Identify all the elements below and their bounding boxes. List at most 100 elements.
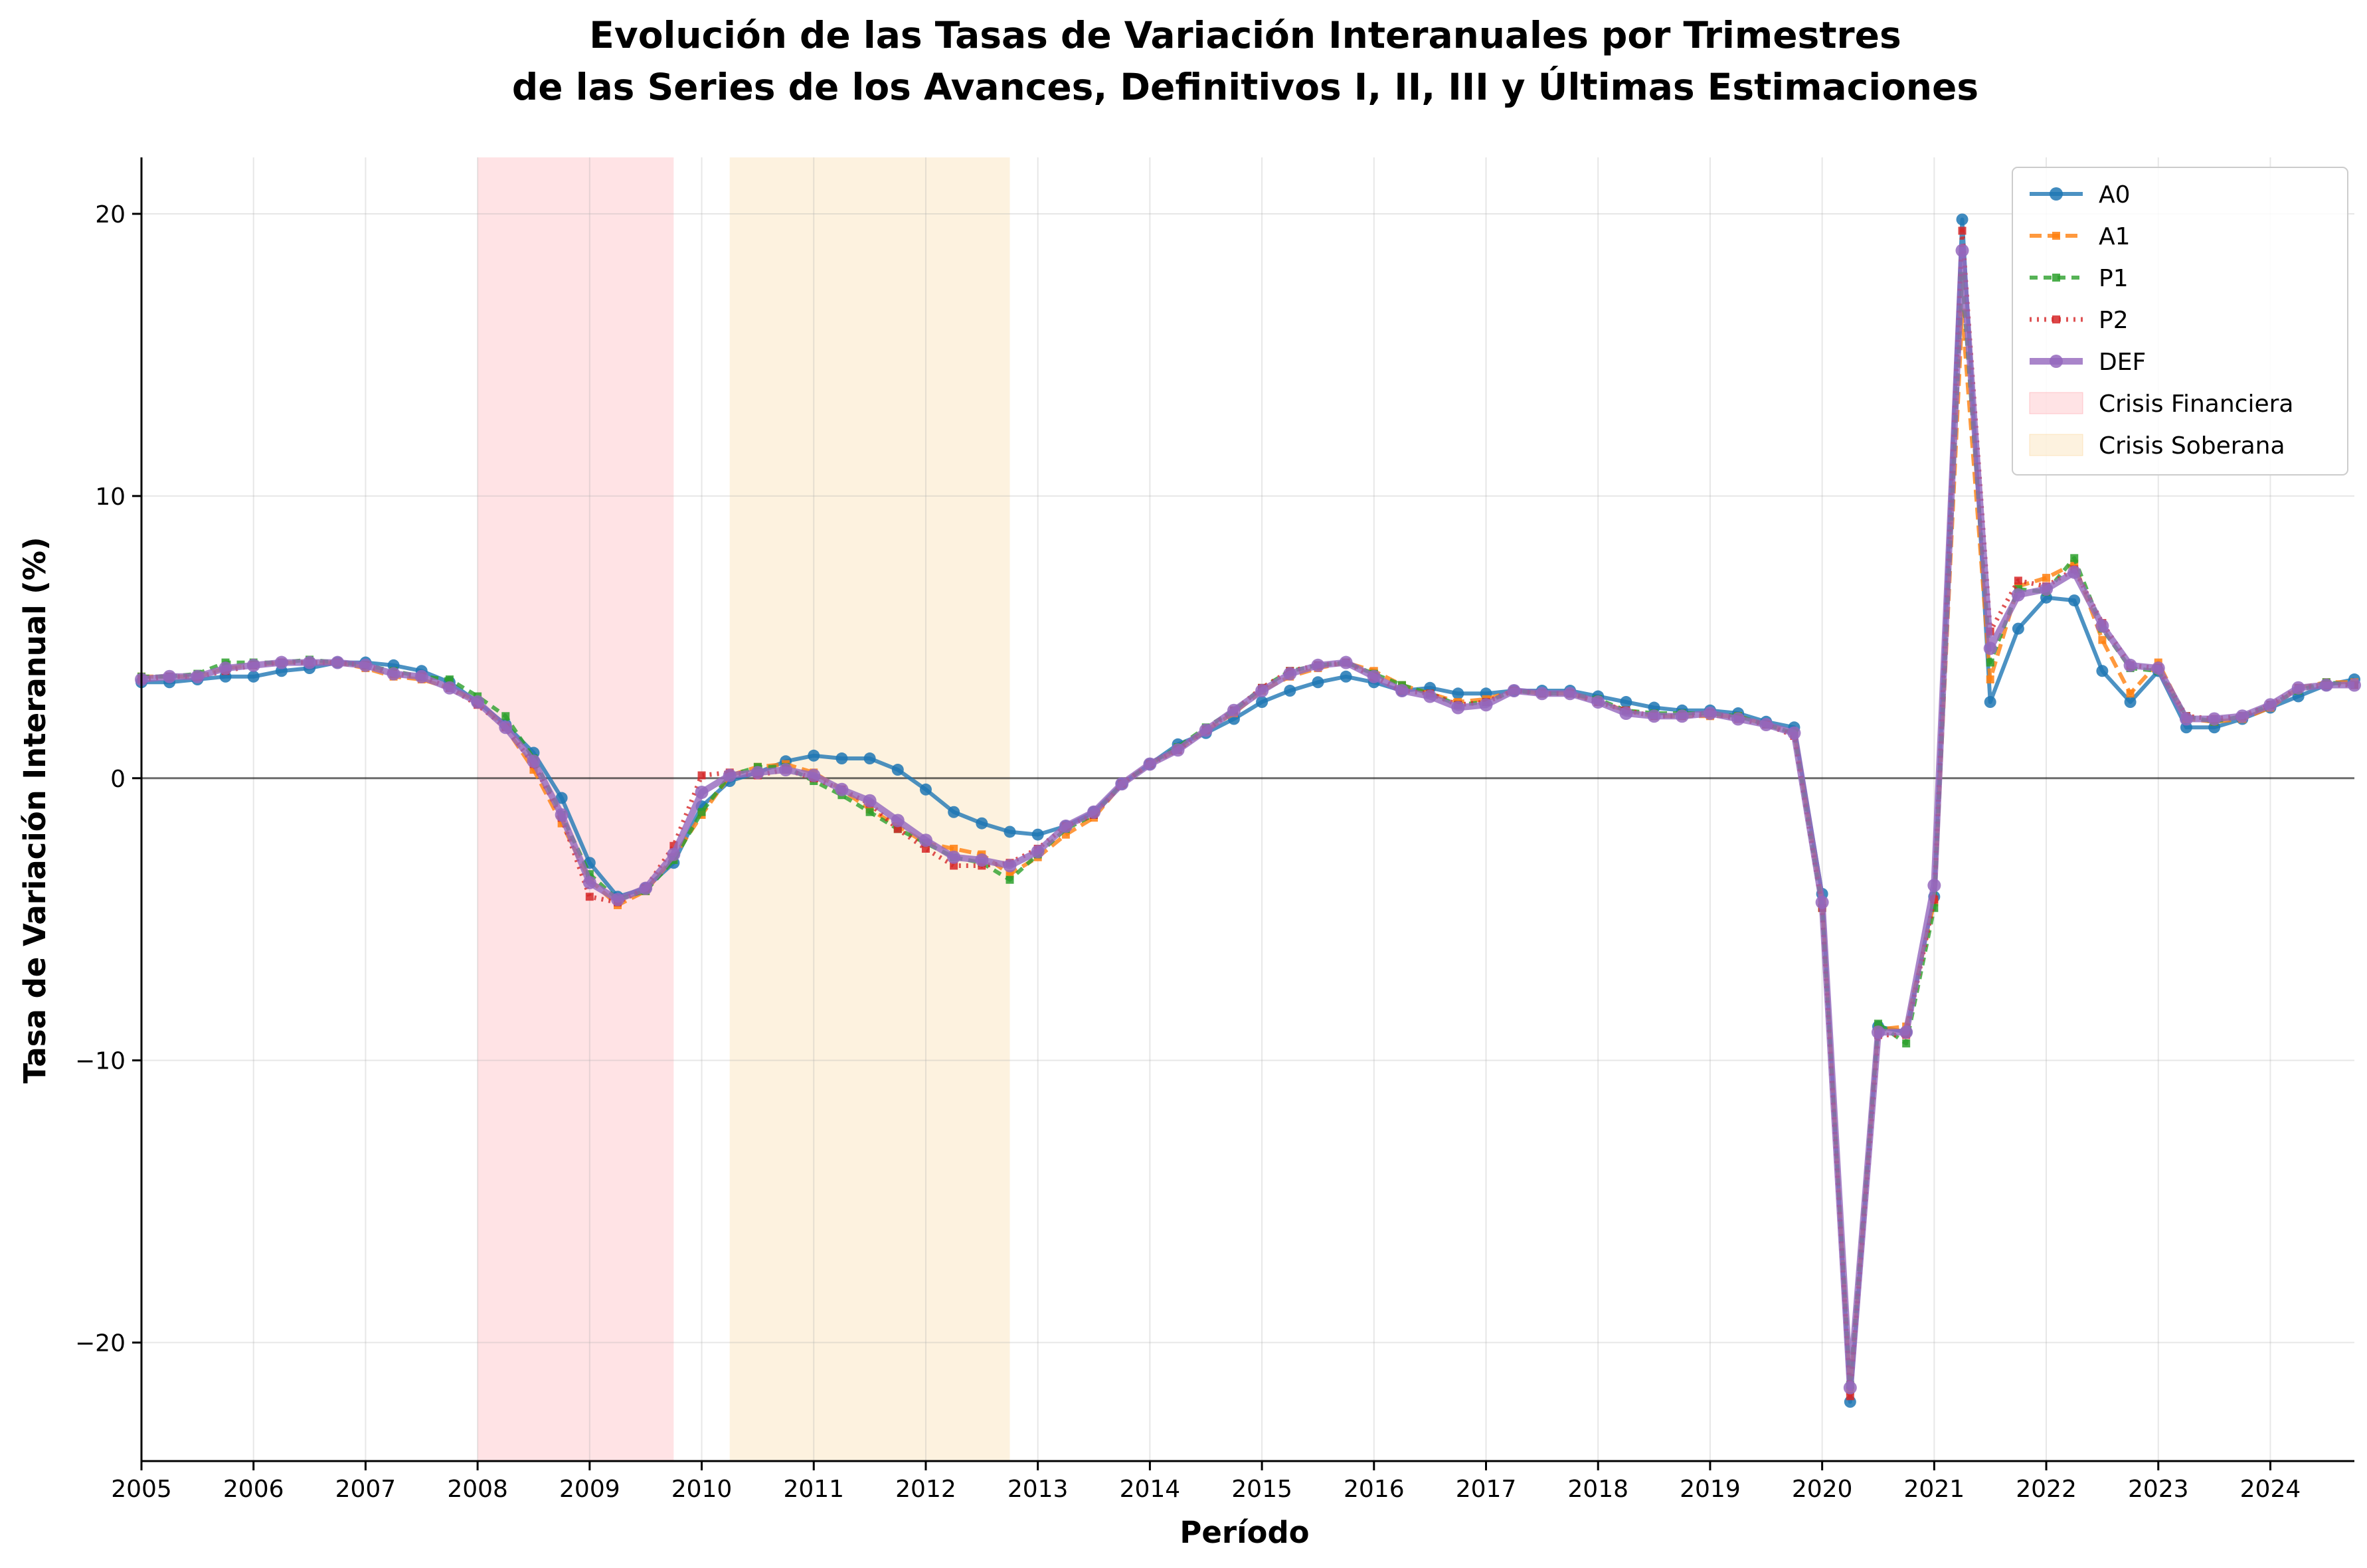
legend-label-DEF: DEF [2099, 349, 2146, 376]
point-DEF-53 [1619, 707, 1633, 721]
point-DEF-1 [163, 669, 177, 683]
y-tick-label-4: 20 [95, 201, 126, 228]
legend-entry-P1: P1 [2030, 265, 2129, 292]
point-DEF-54 [1647, 709, 1661, 723]
point-A0-26 [863, 752, 876, 765]
point-DEF-2 [191, 669, 205, 683]
point-DEF-57 [1731, 712, 1745, 726]
x-tick-label-9: 2014 [1120, 1476, 1181, 1503]
point-DEF-44 [1367, 669, 1381, 683]
x-tick-label-5: 2010 [671, 1476, 733, 1503]
point-DEF-27 [891, 814, 905, 828]
point-DEF-55 [1675, 709, 1689, 723]
legend-marker-P2 [2052, 315, 2060, 323]
point-DEF-34 [1087, 805, 1101, 819]
legend-marker-P1 [2052, 274, 2060, 282]
y-axis-ticks: −20 −10 0 10 20 [75, 201, 141, 1357]
point-DEF-9 [387, 667, 400, 681]
point-DEF-13 [499, 721, 513, 735]
point-DEF-42 [1311, 658, 1325, 672]
point-P1-26 [865, 808, 874, 816]
point-A1-70 [2098, 636, 2107, 644]
point-DEF-16 [582, 875, 596, 889]
point-DEF-32 [1031, 845, 1045, 859]
point-A0-71 [2124, 696, 2137, 709]
point-DEF-72 [2151, 661, 2165, 675]
point-A0-40 [1256, 696, 1269, 709]
point-DEF-76 [2263, 698, 2277, 712]
point-DEF-77 [2291, 681, 2305, 695]
point-DEF-12 [471, 695, 485, 709]
point-A0-41 [1284, 685, 1296, 697]
point-DEF-45 [1395, 684, 1409, 698]
point-P1-13 [501, 712, 510, 721]
point-DEF-7 [331, 655, 345, 669]
chart-title-line-2: de las Series de los Avances, Definitivo… [512, 66, 1978, 108]
point-P2-28 [921, 844, 930, 853]
point-DEF-14 [527, 754, 541, 768]
point-P2-27 [893, 825, 902, 833]
point-P2-61 [1846, 1392, 1854, 1401]
point-DEF-23 [779, 763, 793, 777]
x-tick-label-14: 2019 [1680, 1476, 1741, 1503]
y-tick-label-1: −10 [75, 1048, 126, 1075]
legend-label-P2: P2 [2099, 307, 2129, 334]
point-DEF-59 [1787, 726, 1801, 740]
legend-entry-A1: A1 [2030, 223, 2131, 250]
legend-label-A1: A1 [2099, 223, 2131, 250]
point-DEF-31 [1003, 859, 1017, 873]
point-DEF-11 [442, 681, 456, 695]
legend: A0 A1 P1 P2 DEF Crisis Financiera Crisis Sober… [2012, 167, 2348, 476]
point-A0-30 [976, 817, 988, 829]
x-tick-label-2: 2007 [335, 1476, 396, 1503]
point-DEF-36 [1143, 757, 1157, 771]
point-DEF-65 [1955, 244, 1969, 258]
point-A0-28 [919, 783, 932, 796]
plot-area [135, 157, 2361, 1461]
legend-marker-A1 [2052, 232, 2060, 240]
point-DEF-62 [1871, 1025, 1885, 1039]
point-DEF-79 [2348, 678, 2361, 692]
point-P1-20 [697, 808, 706, 816]
point-DEF-33 [1059, 819, 1073, 833]
x-tick-label-18: 2023 [2128, 1476, 2189, 1503]
point-DEF-71 [2123, 658, 2137, 672]
point-DEF-18 [639, 881, 653, 895]
legend-entry-region-1: Crisis Soberana [2029, 432, 2285, 460]
point-DEF-47 [1451, 701, 1465, 715]
point-DEF-35 [1115, 777, 1129, 791]
point-DEF-48 [1479, 698, 1493, 712]
shaded-region-0 [478, 157, 674, 1461]
point-DEF-58 [1759, 718, 1773, 732]
point-DEF-73 [2179, 712, 2193, 726]
x-tick-label-1: 2006 [223, 1476, 284, 1503]
x-tick-label-8: 2013 [1008, 1476, 1069, 1503]
point-DEF-61 [1843, 1381, 1857, 1395]
y-axis-label: Tasa de Variación Interanual (%) [17, 537, 52, 1083]
point-A1-66 [1986, 675, 1994, 684]
point-DEF-25 [835, 782, 849, 796]
point-DEF-70 [2095, 619, 2109, 633]
point-P2-16 [585, 893, 594, 901]
point-DEF-46 [1423, 689, 1437, 703]
point-A0-29 [948, 806, 960, 818]
point-A0-4 [247, 670, 260, 683]
point-DEF-26 [863, 794, 877, 808]
y-tick-label-3: 10 [95, 483, 126, 511]
point-DEF-10 [414, 669, 428, 683]
point-DEF-49 [1507, 684, 1521, 698]
point-A0-24 [808, 749, 820, 762]
y-tick-label-2: 0 [110, 766, 126, 793]
chart-title-line-1: Evolución de las Tasas de Variación Inte… [589, 14, 1901, 56]
x-tick-label-0: 2005 [111, 1476, 172, 1503]
axes: 2005 2006 2007 2008 2009 2010 2011 2012 2013 2014… [75, 157, 2354, 1503]
point-DEF-74 [2208, 712, 2222, 726]
legend-entry-A0: A0 [2030, 181, 2131, 209]
point-DEF-50 [1535, 687, 1549, 701]
x-tick-label-19: 2024 [2240, 1476, 2301, 1503]
point-P1-66 [1986, 658, 1994, 667]
point-DEF-5 [274, 655, 288, 669]
point-DEF-38 [1199, 723, 1213, 737]
point-A0-67 [2012, 622, 2024, 635]
point-DEF-29 [947, 850, 961, 864]
